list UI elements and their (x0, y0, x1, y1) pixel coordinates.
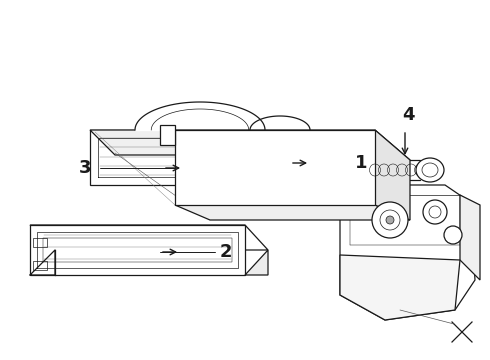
Polygon shape (30, 225, 245, 275)
Polygon shape (160, 125, 175, 145)
Polygon shape (340, 255, 460, 320)
Polygon shape (460, 195, 480, 280)
Text: 2: 2 (220, 243, 232, 261)
Polygon shape (245, 250, 268, 275)
Polygon shape (305, 130, 330, 210)
Bar (33, 238, 47, 247)
Polygon shape (175, 130, 410, 160)
Polygon shape (30, 225, 268, 250)
Text: 3: 3 (79, 159, 91, 177)
Polygon shape (175, 205, 410, 220)
Circle shape (423, 200, 447, 224)
Polygon shape (90, 130, 330, 155)
Circle shape (386, 216, 394, 224)
Polygon shape (90, 130, 305, 185)
Circle shape (444, 226, 462, 244)
Polygon shape (175, 130, 375, 205)
Circle shape (372, 202, 408, 238)
Text: 1: 1 (355, 154, 368, 172)
Polygon shape (375, 130, 410, 220)
Polygon shape (340, 185, 475, 320)
Text: 4: 4 (402, 106, 414, 124)
Ellipse shape (416, 158, 444, 182)
Bar (33, 261, 47, 270)
